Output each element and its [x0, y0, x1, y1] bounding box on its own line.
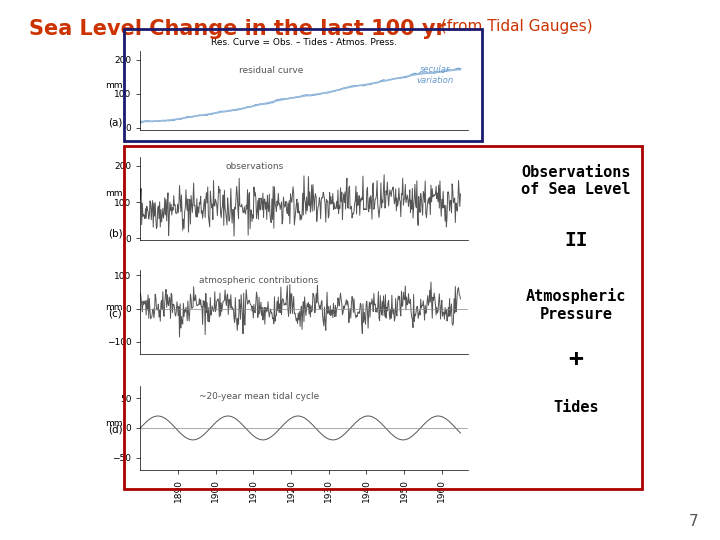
Y-axis label: mm: mm	[105, 303, 123, 312]
Text: Tides: Tides	[553, 400, 599, 415]
Text: Observations
of Sea Level: Observations of Sea Level	[521, 165, 631, 197]
Text: Atmospheric
Pressure: Atmospheric Pressure	[526, 288, 626, 322]
Y-axis label: mm: mm	[105, 190, 123, 198]
Text: Sea Level Change in the last 100 yr: Sea Level Change in the last 100 yr	[29, 19, 446, 39]
Text: (c): (c)	[108, 308, 122, 318]
Text: observations: observations	[225, 162, 284, 171]
Text: residual curve: residual curve	[239, 66, 303, 75]
Text: (b): (b)	[108, 228, 122, 238]
Text: ~20-year mean tidal cycle: ~20-year mean tidal cycle	[199, 392, 320, 401]
Text: atmospheric contributions: atmospheric contributions	[199, 275, 319, 285]
Text: II: II	[564, 231, 588, 250]
Text: 7: 7	[689, 514, 698, 529]
Y-axis label: mm: mm	[105, 419, 123, 428]
Text: (from Tidal Gauges): (from Tidal Gauges)	[436, 19, 593, 34]
Text: +: +	[569, 347, 583, 371]
Text: (a): (a)	[108, 118, 122, 127]
Text: (d): (d)	[108, 424, 122, 434]
Text: Res. Curve = Obs. – Tides - Atmos. Press.: Res. Curve = Obs. – Tides - Atmos. Press…	[211, 38, 397, 47]
Y-axis label: mm: mm	[105, 82, 123, 91]
Text: secular
variation: secular variation	[417, 65, 454, 85]
